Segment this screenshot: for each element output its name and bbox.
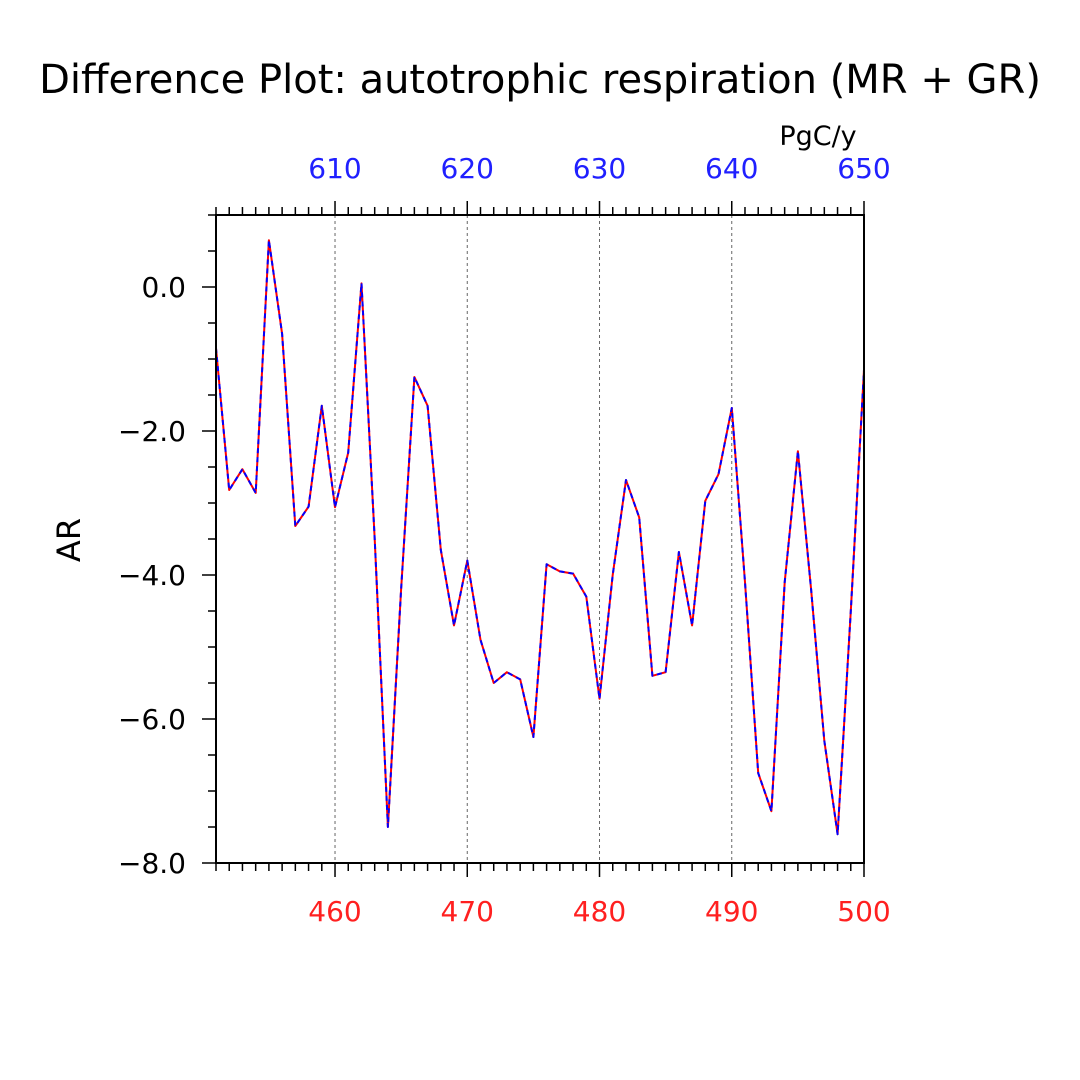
y-tick-label: 0.0	[141, 271, 186, 304]
y-tick-label: −2.0	[118, 415, 186, 448]
top-x-tick-label: 610	[308, 152, 361, 185]
chart-title: Difference Plot: autotrophic respiration…	[39, 57, 1041, 103]
units-label: PgC/y	[779, 121, 856, 152]
x-tick-label: 480	[573, 895, 626, 928]
top-x-tick-label: 630	[573, 152, 626, 185]
top-x-tick-label: 620	[441, 152, 494, 185]
y-tick-label: −6.0	[118, 703, 186, 736]
plot-frame	[215, 214, 865, 864]
x-tick-label: 460	[308, 895, 361, 928]
data-series	[215, 239, 865, 836]
top-x-tick-label: 650	[837, 152, 890, 185]
series-line-blue	[215, 239, 865, 836]
grid-lines	[334, 215, 733, 863]
y-tick-label: −4.0	[118, 559, 186, 592]
x-tick-label: 470	[441, 895, 494, 928]
y-axis-label: AR	[50, 518, 88, 562]
series-line-red	[215, 239, 865, 836]
top-x-tick-label: 640	[705, 152, 758, 185]
x-tick-label: 500	[837, 895, 890, 928]
axis-ticks	[202, 201, 865, 877]
tick-labels: 460 470 480 490 500 610 620 630 640 650 −8.0 −6.0 −4…	[118, 152, 891, 928]
x-tick-label: 490	[705, 895, 758, 928]
y-tick-label: −8.0	[118, 847, 186, 880]
